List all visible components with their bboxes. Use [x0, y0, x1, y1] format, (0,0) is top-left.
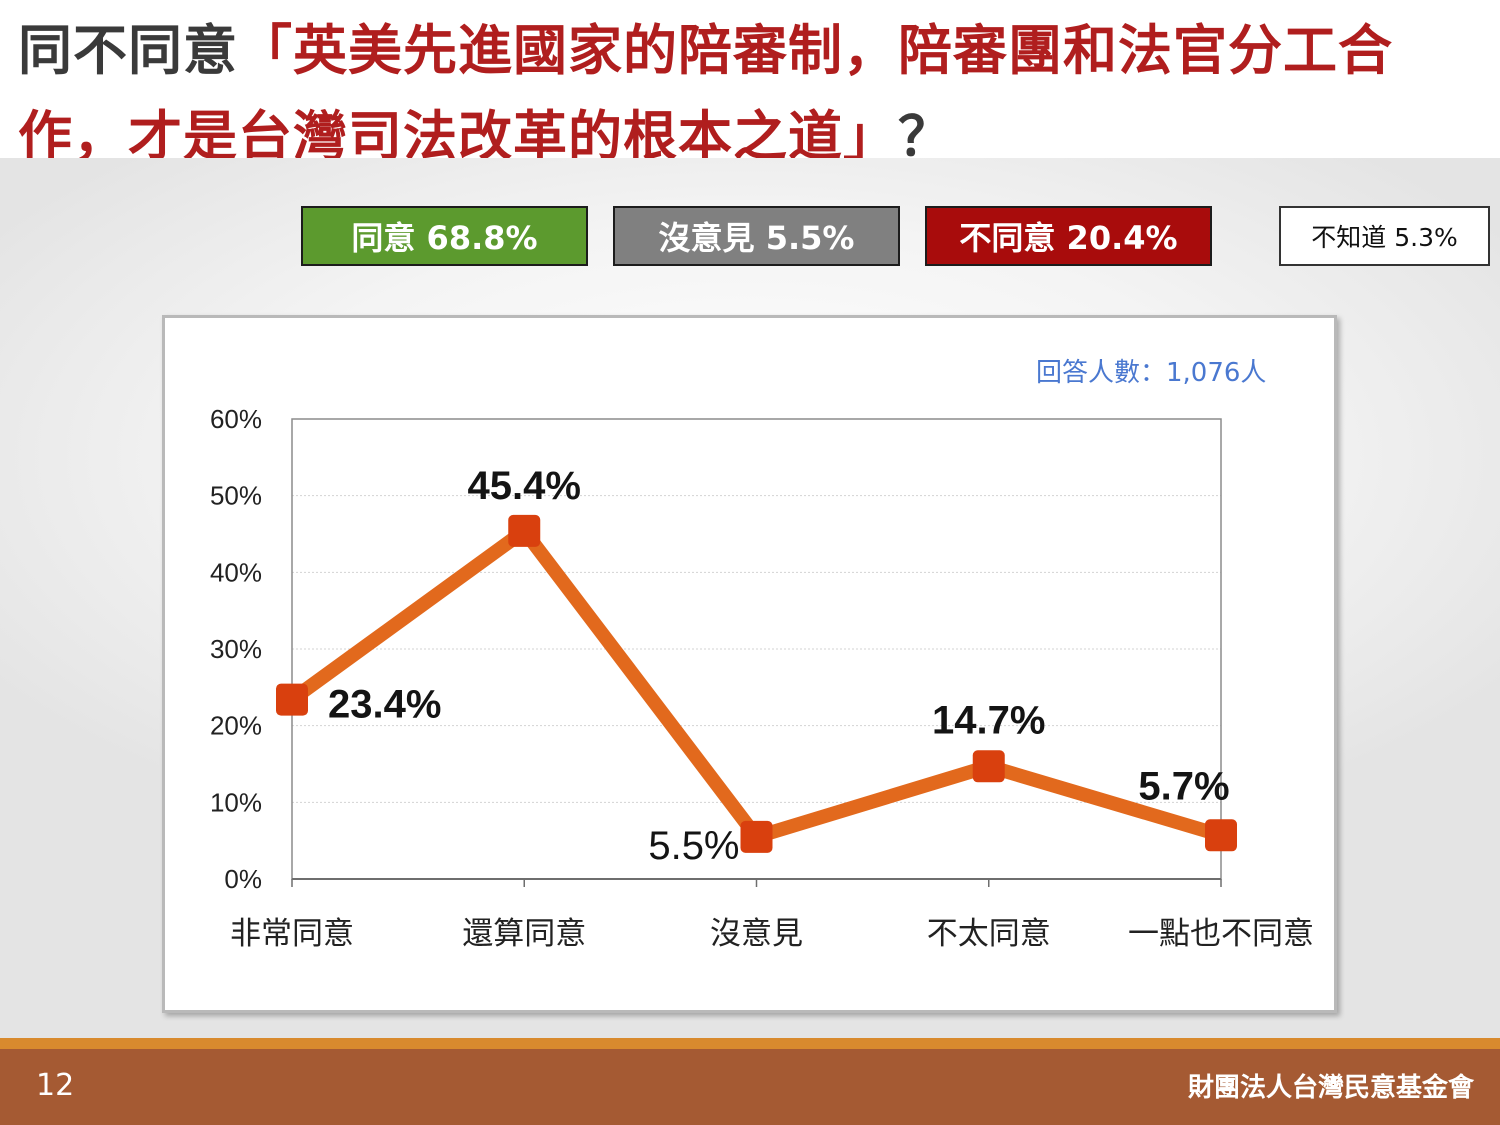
title-lead: 同不同意: [18, 19, 238, 82]
data-label: 5.7%: [1138, 764, 1229, 808]
disagree-summary-box: 不同意 20.4%: [925, 206, 1212, 266]
chart-panel: [162, 315, 1337, 1013]
data-label: 5.5%: [648, 824, 739, 868]
data-point-marker: [972, 750, 1005, 783]
data-label: 45.4%: [468, 464, 581, 508]
data-point-marker: [276, 683, 308, 716]
footer-accent-line: [0, 1038, 1500, 1049]
data-label: 23.4%: [328, 683, 441, 727]
neutral-summary-box: 沒意見 5.5%: [613, 206, 900, 266]
y-tick-label: 10%: [210, 787, 262, 817]
respondent-count: 回答人數：1,076人: [1036, 358, 1267, 388]
slide-title: 同不同意「英美先進國家的陪審制，陪審團和法官分工合作，才是台灣司法改革的根本之道…: [18, 8, 1488, 180]
x-tick-label: 非常同意: [230, 916, 354, 952]
data-point-marker: [740, 820, 773, 853]
title-tail: ？: [898, 105, 953, 168]
agree-summary-box: 同意 68.8%: [301, 206, 588, 266]
y-tick-label: 40%: [210, 557, 262, 587]
footer-bar: [0, 1049, 1500, 1125]
x-tick-label: 沒意見: [710, 916, 803, 952]
organization-name: 財團法人台灣民意基金會: [1187, 1073, 1474, 1103]
y-tick-label: 50%: [210, 481, 262, 511]
data-point-marker: [508, 514, 541, 547]
y-tick-label: 30%: [210, 634, 262, 664]
page-number: 12: [36, 1068, 75, 1103]
x-tick-label: 還算同意: [462, 916, 586, 952]
data-point-marker: [1205, 819, 1237, 852]
x-tick-label: 一點也不同意: [1128, 916, 1314, 952]
title-highlight: 「英美先進國家的陪審制，陪審團和法官分工合作，才是台灣司法改革的根本之道」: [18, 19, 1393, 168]
x-tick-label: 不太同意: [927, 916, 1051, 952]
data-label: 14.7%: [932, 698, 1045, 742]
y-tick-label: 20%: [210, 711, 262, 741]
y-tick-label: 0%: [224, 864, 262, 894]
unknown-summary-box: 不知道 5.3%: [1279, 206, 1490, 266]
y-tick-label: 60%: [210, 404, 262, 434]
